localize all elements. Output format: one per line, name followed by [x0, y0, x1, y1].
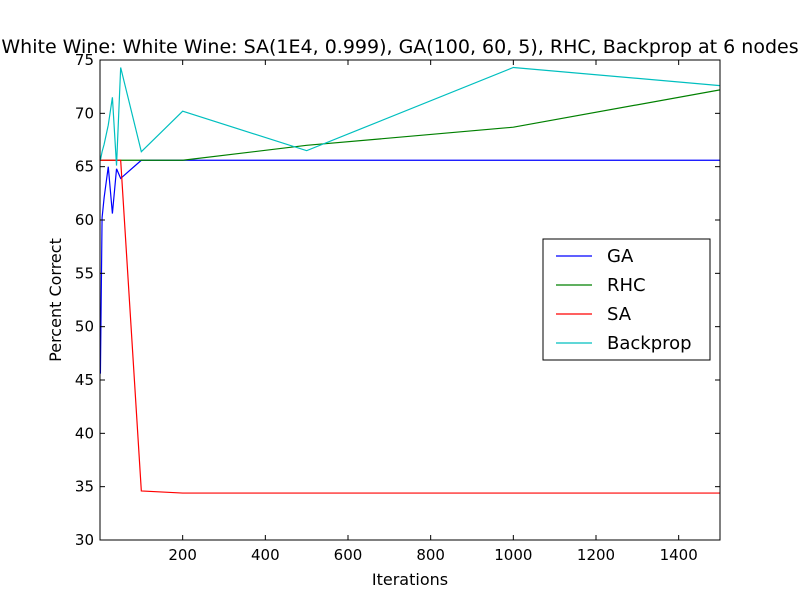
series-line-sa — [100, 159, 720, 494]
x-tick-label: 600 — [334, 546, 363, 564]
legend-label-sa: SA — [607, 304, 632, 325]
legend: GA RHC SA Backprop — [542, 238, 711, 361]
x-tick-label: 1400 — [660, 546, 698, 564]
y-tick-label: 60 — [75, 211, 94, 229]
legend-label-backprop: Backprop — [607, 333, 692, 354]
y-tick-label: 65 — [75, 158, 94, 176]
y-axis-ticks: 30 35 40 45 50 55 60 65 70 75 — [75, 51, 720, 549]
y-tick-label: 75 — [75, 51, 94, 69]
y-tick-label: 55 — [75, 264, 94, 282]
y-tick-label: 30 — [75, 531, 94, 549]
y-axis-label: Percent Correct — [46, 238, 65, 362]
x-tick-label: 1000 — [494, 546, 532, 564]
plot-frame — [99, 59, 721, 541]
y-tick-label: 40 — [75, 424, 94, 442]
y-tick-label: 35 — [75, 478, 94, 496]
legend-label-ga: GA — [607, 246, 634, 267]
x-tick-label: 200 — [168, 546, 197, 564]
x-tick-label: 1200 — [577, 546, 615, 564]
series-line-ga — [100, 159, 720, 374]
x-axis-label: Iterations — [372, 570, 448, 589]
legend-frame — [542, 238, 711, 361]
series-group — [100, 66, 720, 494]
series-line-backprop — [100, 66, 720, 166]
legend-label-rhc: RHC — [607, 275, 646, 296]
y-tick-label: 70 — [75, 104, 94, 122]
y-tick-label: 45 — [75, 371, 94, 389]
x-tick-label: 400 — [251, 546, 280, 564]
chart-title: White Wine: White Wine: SA(1E4, 0.999), … — [1, 36, 798, 58]
legend-items: GA RHC SA Backprop — [556, 246, 692, 354]
x-axis-ticks: 200 400 600 800 1000 1200 1400 — [168, 60, 698, 564]
x-tick-label: 800 — [416, 546, 445, 564]
y-tick-label: 50 — [75, 318, 94, 336]
